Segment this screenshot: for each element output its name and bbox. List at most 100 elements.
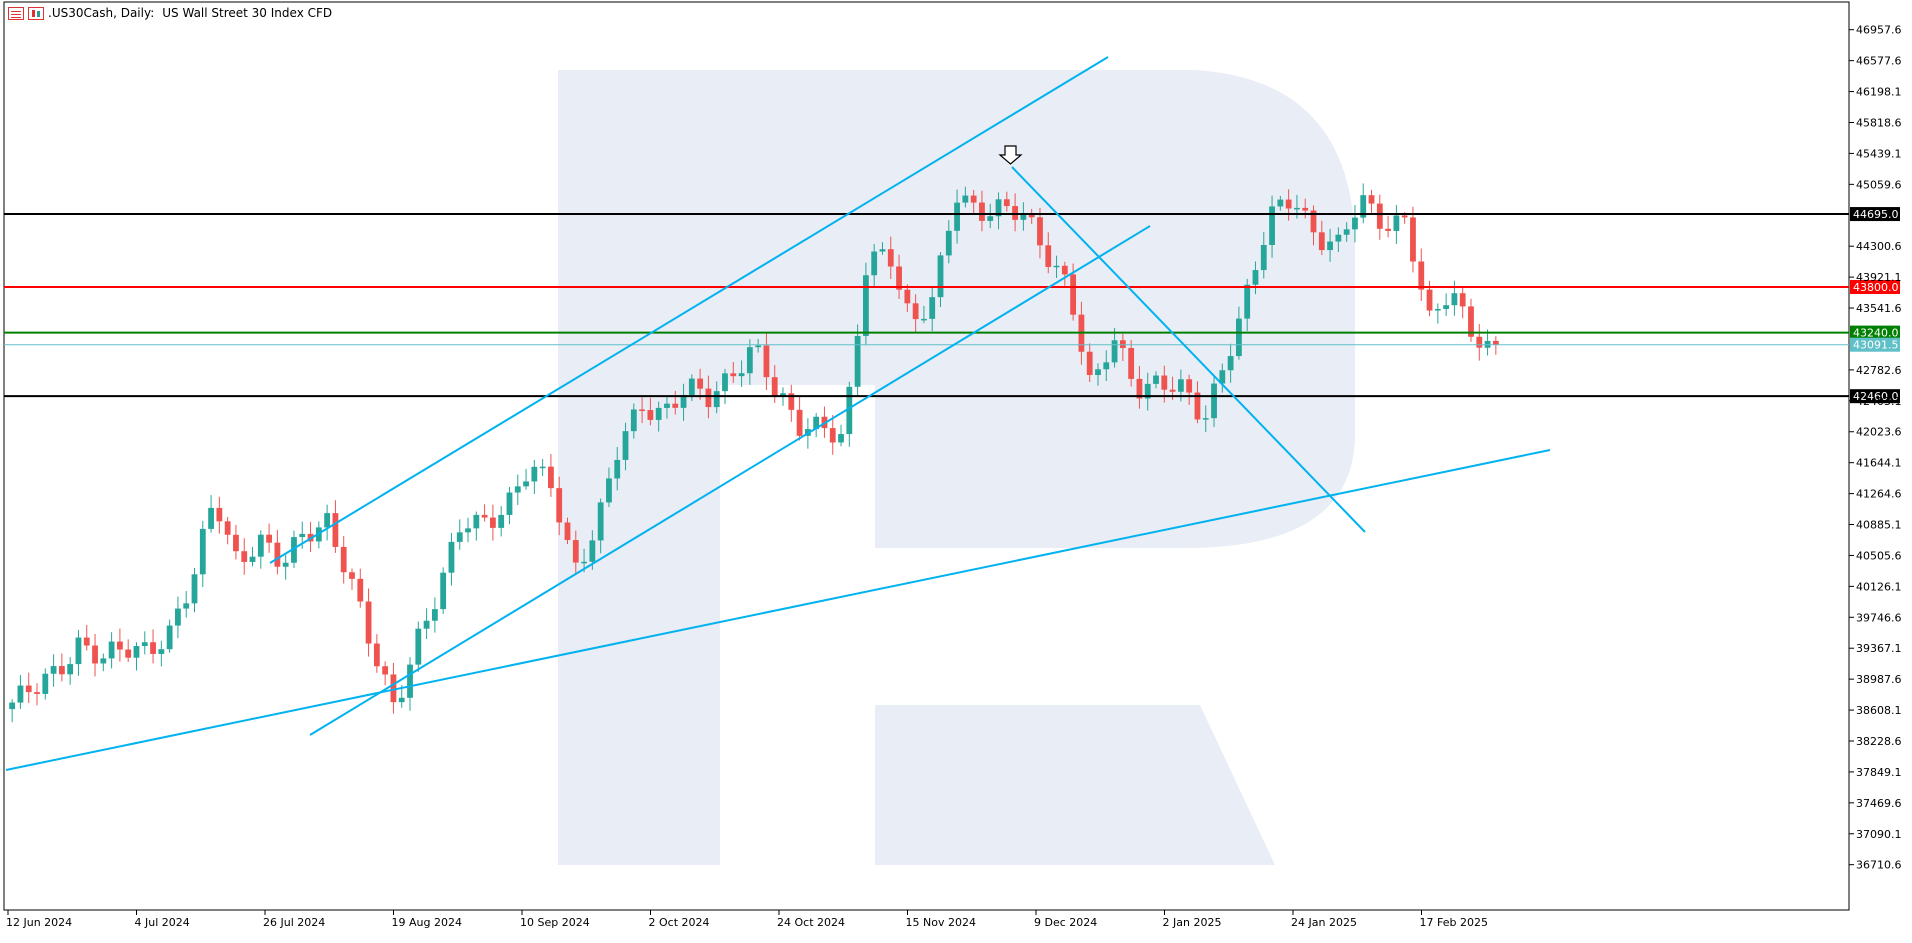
candle-body <box>1070 274 1077 315</box>
candle-body <box>324 513 331 528</box>
candle-body <box>829 428 836 443</box>
y-tick-label: 45059.6 <box>1856 178 1902 191</box>
candle-body <box>340 546 347 573</box>
candle-body <box>962 195 969 203</box>
candle-body <box>1393 215 1400 231</box>
candle-body <box>50 666 57 674</box>
candle-body <box>100 658 107 664</box>
candle-body <box>1368 195 1375 204</box>
candle-body <box>1269 206 1275 245</box>
candle-body <box>25 685 32 693</box>
candle-body <box>929 297 936 319</box>
candle-body <box>349 572 355 579</box>
candle-body <box>1153 375 1159 384</box>
candle-body <box>415 628 422 665</box>
candle-body <box>291 537 297 563</box>
level-label-box <box>1850 389 1900 404</box>
x-tick-label: 12 Jun 2024 <box>6 916 72 929</box>
candle-body <box>390 674 397 703</box>
candle-body <box>1194 392 1201 420</box>
chart-type-icon[interactable] <box>28 6 44 20</box>
candle-body <box>746 347 753 374</box>
candle-body <box>407 664 413 698</box>
candle-body <box>672 403 679 408</box>
candle-body <box>1451 293 1458 306</box>
candle-body <box>1053 265 1060 268</box>
y-tick-label: 40505.6 <box>1856 549 1902 562</box>
candle-body <box>473 514 480 529</box>
y-tick-label: 39367.1 <box>1856 642 1902 655</box>
candle-body <box>1277 199 1284 207</box>
candle-body <box>846 386 853 435</box>
candle-body <box>1028 213 1035 218</box>
candle-body <box>1119 340 1126 348</box>
candle-body <box>1244 284 1251 319</box>
candle-body <box>423 620 430 629</box>
candle-body <box>581 561 587 564</box>
candle-body <box>299 533 306 538</box>
candle-body <box>1459 293 1466 307</box>
trendline <box>1011 166 1366 533</box>
candle-body <box>945 230 952 256</box>
x-tick-label: 15 Nov 2024 <box>906 916 976 929</box>
x-tick-label: 9 Dec 2024 <box>1034 916 1097 929</box>
candle-body <box>639 409 646 411</box>
candle-body <box>1410 217 1416 262</box>
candle-body <box>1335 234 1342 242</box>
candle-body <box>183 603 190 609</box>
candle-body <box>373 643 380 667</box>
candle-body <box>1061 265 1068 275</box>
trendline <box>309 225 1151 736</box>
candle-body <box>1343 229 1350 235</box>
symbol-label: .US30Cash, Daily: <box>48 6 155 20</box>
candle-body <box>266 534 273 543</box>
candle-body <box>166 625 173 650</box>
down-arrow-icon <box>998 145 1023 165</box>
y-tick-label: 41264.6 <box>1856 488 1902 501</box>
candle-body <box>208 507 214 529</box>
candle-body <box>987 216 994 221</box>
candle-body <box>1318 232 1325 251</box>
x-tick-label: 2 Jan 2025 <box>1163 916 1222 929</box>
level-label: 42460.0 <box>1853 390 1899 403</box>
level-label: 43091.5 <box>1853 339 1899 352</box>
candle-body <box>622 431 629 460</box>
y-tick-label: 46198.1 <box>1856 86 1902 99</box>
candle-body <box>398 697 405 703</box>
y-tick-label: 41644.1 <box>1856 457 1902 470</box>
candle-body <box>871 251 878 276</box>
candle-body <box>755 345 762 348</box>
level-label: 44695.0 <box>1853 208 1899 221</box>
candle-body <box>664 403 670 408</box>
candle-body <box>1476 336 1483 348</box>
x-tick-label: 10 Sep 2024 <box>520 916 590 929</box>
candle-body <box>34 692 40 694</box>
candle-body <box>216 507 223 522</box>
x-tick-label: 19 Aug 2024 <box>392 916 462 929</box>
list-icon[interactable] <box>8 6 24 20</box>
candle-body <box>133 646 140 658</box>
candle-body <box>1186 379 1193 393</box>
candle-body <box>597 502 604 541</box>
candle-body <box>1020 213 1027 220</box>
candle-body <box>9 702 16 710</box>
candle-body <box>1468 306 1474 337</box>
candle-body <box>912 303 919 320</box>
candle-body <box>838 434 844 443</box>
candle-body <box>67 664 74 675</box>
y-tick-label: 40885.1 <box>1856 519 1902 532</box>
candle-body <box>556 488 563 523</box>
candle-body <box>1136 378 1143 399</box>
level-label-box <box>1850 325 1900 340</box>
candle-body <box>249 556 256 562</box>
candle-body <box>763 345 770 378</box>
candle-body <box>1252 270 1259 285</box>
candle-body <box>548 466 554 489</box>
y-tick-label: 43541.6 <box>1856 302 1902 315</box>
candle-body <box>17 685 24 703</box>
candle-body <box>456 532 463 542</box>
candle-body <box>83 637 90 646</box>
candle-body <box>1294 207 1300 210</box>
